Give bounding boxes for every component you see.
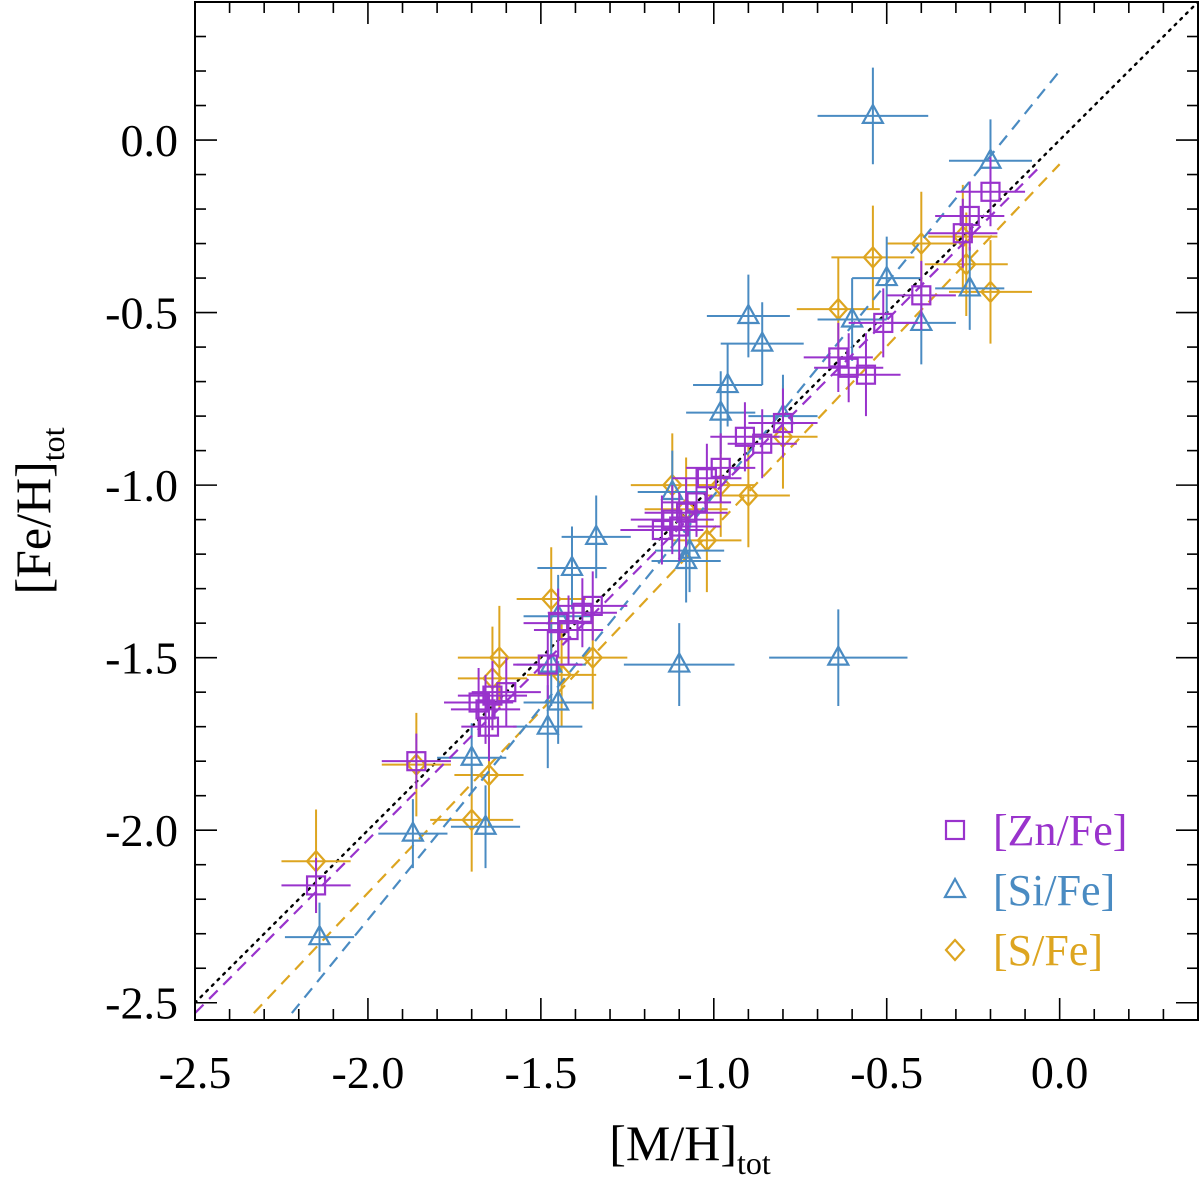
y-tick-label: -1.0: [105, 460, 178, 511]
data-point: [468, 692, 489, 713]
x-axis-title-sub: tot: [737, 1145, 771, 1181]
ticks-layer: [194, 1, 1199, 1020]
data-point: [669, 516, 690, 537]
y-tick-label: -2.5: [105, 978, 178, 1029]
data-point: [459, 744, 484, 766]
data-point: [710, 457, 731, 478]
data-point: [840, 306, 865, 328]
data-point: [473, 813, 498, 835]
data-point: [873, 312, 894, 334]
data-point: [737, 483, 759, 508]
legend: [Zn/Fe] [Si/Fe] [S/Fe]: [943, 806, 1127, 975]
data-layer: [195, 2, 1198, 1014]
legend-item: [S/Fe]: [944, 926, 1103, 975]
y-tick-label: -1.5: [105, 633, 178, 684]
data-point: [677, 537, 702, 559]
data-point: [910, 231, 932, 256]
data-point: [488, 646, 510, 670]
y-tick-label: 0.0: [121, 115, 179, 166]
tick-labels-layer: -2.5 -2.0 -1.5 -1.0 -0.5 0.0 0.0 -0.5 -1.0 -1.5 -2…: [105, 115, 1088, 1098]
data-point: [874, 264, 899, 287]
data-point: [862, 245, 884, 270]
data-point: [482, 685, 503, 706]
legend-item: [Zn/Fe]: [944, 806, 1127, 855]
data-point: [307, 923, 332, 946]
data-point: [305, 875, 327, 896]
legend-marker: [944, 938, 966, 962]
data-point: [461, 808, 483, 832]
x-tick-label: -0.5: [850, 1047, 923, 1098]
data-point: [861, 102, 885, 124]
y-axis-title-sub: tot: [35, 427, 71, 461]
data-point: [582, 646, 604, 670]
series-square: [195, 157, 1044, 1014]
x-tick-label: -2.5: [159, 1047, 232, 1098]
y-axis-title-main: [Fe/H]: [5, 461, 61, 594]
y-axis-title: [Fe/H]tot: [5, 427, 71, 594]
data-point: [980, 181, 1001, 202]
y-tick-label: -2.0: [105, 805, 178, 856]
data-point: [826, 644, 851, 666]
data-point: [828, 347, 849, 368]
x-tick-label: -1.0: [677, 1047, 750, 1098]
x-tick-label: 0.0: [1031, 1047, 1089, 1098]
legend-label: [Si/Fe]: [993, 866, 1115, 915]
data-point: [582, 595, 603, 616]
data-point: [715, 371, 740, 394]
legend-label: [S/Fe]: [993, 926, 1103, 975]
data-point: [959, 205, 980, 227]
data-point: [548, 613, 569, 634]
data-point: [911, 285, 932, 306]
data-point: [662, 509, 683, 530]
data-point: [535, 713, 560, 735]
fit-line: [252, 163, 1061, 1014]
x-tick-label: -2.0: [332, 1047, 405, 1098]
data-point: [957, 275, 982, 297]
series-diamond: [252, 163, 1061, 1014]
data-point: [406, 751, 427, 772]
plot-frame: [194, 1, 1199, 1021]
x-tick-label: -1.5: [504, 1047, 577, 1098]
data-point: [572, 602, 593, 623]
data-point: [674, 547, 698, 570]
legend-marker: [944, 819, 966, 841]
legend-marker: [943, 876, 967, 899]
y-tick-label: -0.5: [105, 288, 178, 339]
data-point: [478, 763, 500, 787]
data-point: [855, 364, 877, 385]
data-point: [584, 523, 609, 545]
data-point: [750, 330, 775, 352]
data-point: [558, 619, 579, 641]
data-point: [686, 492, 707, 513]
data-point: [537, 654, 558, 675]
data-point: [696, 468, 717, 489]
legend-label: [Zn/Fe]: [993, 806, 1127, 855]
data-point: [955, 252, 977, 276]
data-point: [736, 302, 761, 325]
data-point: [909, 309, 934, 332]
x-axis-title: [M/H]tot: [609, 1115, 771, 1181]
data-point: [667, 651, 692, 673]
data-point: [752, 433, 773, 454]
data-point: [560, 554, 584, 577]
data-point: [478, 716, 500, 737]
data-point: [772, 412, 794, 434]
data-point: [708, 399, 733, 421]
data-point: [496, 682, 517, 703]
legend-item: [Si/Fe]: [943, 866, 1115, 915]
data-point: [546, 689, 571, 711]
data-point: [401, 820, 425, 842]
fit-line: [290, 70, 1061, 1014]
data-point: [676, 502, 697, 523]
x-axis-title-main: [M/H]: [609, 1115, 737, 1171]
